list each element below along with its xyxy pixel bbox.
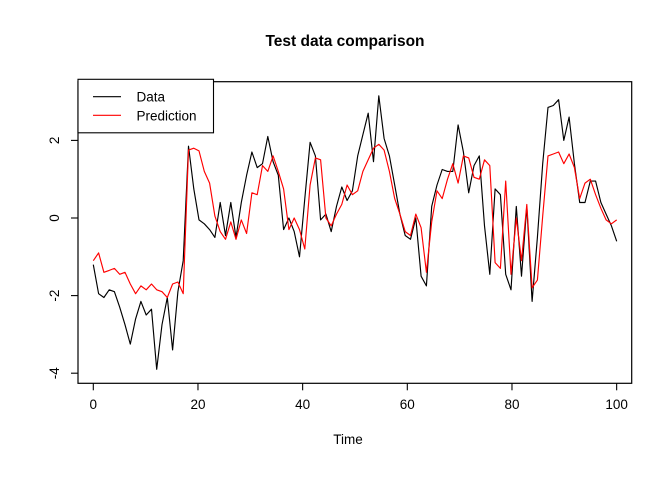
- axis-ticks: 0 20 40 60 80 100 -4 -2 0 2: [47, 137, 628, 412]
- x-axis-tick-label: 20: [190, 397, 205, 412]
- x-axis-tick-label: 80: [504, 397, 519, 412]
- series-line-data: [92, 95, 618, 370]
- y-axis-tick-label: -2: [47, 290, 62, 302]
- legend-label-data: Data: [137, 90, 166, 105]
- legend-box: [77, 78, 215, 134]
- series-lines: [92, 95, 618, 370]
- legend: Data Prediction: [77, 78, 215, 134]
- x-axis-tick-label: 100: [605, 397, 628, 412]
- y-axis-tick-label: 0: [47, 214, 62, 222]
- chart-title: Test data comparison: [265, 33, 424, 50]
- legend-label-prediction: Prediction: [137, 109, 197, 124]
- x-axis-tick-label: 0: [90, 397, 98, 412]
- x-axis-label: Time: [333, 432, 363, 447]
- y-axis-tick-label: -4: [47, 367, 62, 379]
- x-axis-tick-label: 60: [400, 397, 415, 412]
- y-axis-tick-label: 2: [47, 137, 62, 145]
- plot-area-border: [77, 81, 633, 384]
- x-axis-tick-label: 40: [295, 397, 310, 412]
- series-line-prediction: [92, 143, 618, 299]
